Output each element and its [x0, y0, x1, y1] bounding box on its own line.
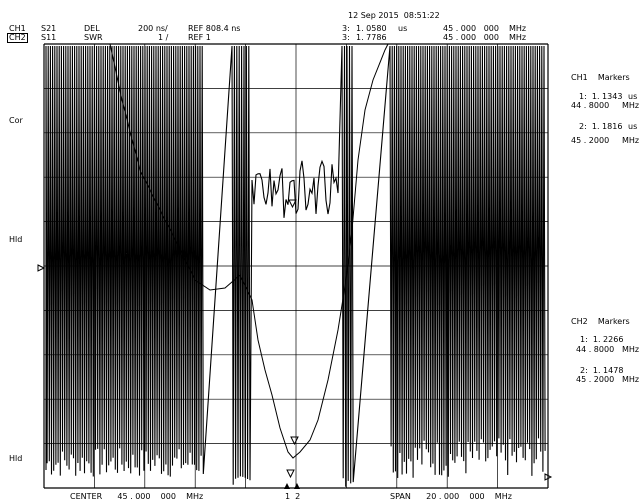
ch1-marker-1-unit: us	[628, 92, 638, 101]
marker-readout-id: 3:	[342, 24, 350, 33]
span-frequency: SPAN 20 . 000 000 MHz	[390, 492, 512, 501]
ch1-marker-2-unit: us	[628, 122, 638, 131]
marker-readout-value: 1. 0580	[356, 24, 387, 33]
ch1-markers-title: CH1 Markers	[571, 73, 630, 82]
marker-readout-freq-unit: MHz	[509, 24, 527, 33]
ch2-marker-2-value: 2: 1. 1478	[580, 366, 624, 375]
ch1-channel-label[interactable]: CH1	[9, 24, 26, 33]
ch2-scale: 1 /	[158, 33, 169, 42]
ch2-marker-2-freq-unit: MHz	[622, 375, 640, 384]
ch2-marker-1-freq-unit: MHz	[622, 345, 640, 354]
marker-tick-labels: 1 2	[285, 492, 301, 501]
ch1-marker-1-value: 1: 1. 1343	[579, 92, 623, 101]
ch2-format: SWR	[84, 33, 103, 42]
ch1-delay-trace	[45, 45, 546, 487]
hold-indicator: Hld	[9, 235, 23, 244]
ch2-markers-title: CH2 Markers	[571, 317, 630, 326]
ch1-scale: 200 ns/	[138, 24, 168, 33]
ch1-format: DEL	[84, 24, 100, 33]
marker-readout-freq: 45 . 000 000	[443, 24, 499, 33]
ch2-marker-1-freq: 44 . 8000	[576, 345, 615, 354]
ch2-parameter: S11	[41, 33, 57, 42]
ref-pointer-icon	[37, 264, 46, 272]
marker-readout-unit: us	[398, 24, 408, 33]
marker-triangle-icon	[284, 483, 290, 489]
marker-readout-freq-unit: MHz	[509, 33, 527, 42]
ch2-channel-label[interactable]: CH2	[7, 33, 28, 43]
marker-triangle-icon	[288, 199, 297, 209]
ch1-parameter: S21	[41, 24, 57, 33]
marker-readout-freq: 45 . 000 000	[443, 33, 499, 42]
ch1-marker-2-freq: 45 . 2000	[571, 136, 610, 145]
marker-triangle-icon	[286, 469, 295, 479]
correction-indicator: Cor	[9, 116, 23, 125]
timestamp: 12 Sep 2015 08:51:22	[348, 11, 440, 20]
hold-indicator: Hld	[9, 454, 23, 463]
ch1-reference: REF 808.4 ns	[188, 24, 241, 33]
center-frequency: CENTER 45 . 000 000 MHz	[70, 492, 204, 501]
ch1-marker-2-value: 2: 1. 1816	[579, 122, 623, 131]
ch2-swr-trace	[109, 43, 389, 459]
ref-pointer-icon	[544, 473, 553, 481]
ch1-marker-1-freq-unit: MHz	[622, 101, 640, 110]
ch2-reference: REF 1	[188, 33, 211, 42]
ch1-marker-2-freq-unit: MHz	[622, 136, 640, 145]
marker-readout-value: 1. 7786	[356, 33, 387, 42]
marker-readout-id: 3:	[342, 33, 350, 42]
ch1-marker-1-freq: 44 . 8000	[571, 101, 610, 110]
ch2-marker-1-value: 1: 1. 2266	[580, 335, 624, 344]
marker-triangle-icon	[294, 483, 300, 489]
marker-triangle-icon	[290, 436, 299, 446]
graticule	[43, 43, 549, 489]
ch2-marker-2-freq: 45 . 2000	[576, 375, 615, 384]
